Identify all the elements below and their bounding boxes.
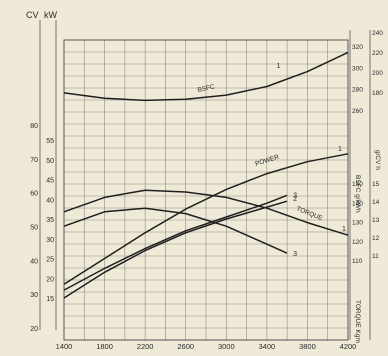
- torque-axis-title: TORQUE Kgm: [354, 300, 361, 343]
- series-marker-1: 1: [277, 63, 281, 70]
- cv-tick-label: 70: [30, 157, 38, 164]
- bsfc-axis-title: BSFC g/kWh: [354, 175, 361, 213]
- bsfc-curve-label: BSFC: [197, 83, 216, 94]
- bsfc-r-axis-title: g/CV h: [374, 150, 381, 170]
- kw-tick-label: 40: [46, 197, 54, 204]
- bsfc-g-tick-label: 260: [352, 108, 363, 115]
- torque-kgm-tick-label: 12: [372, 235, 380, 242]
- kw-tick-label: 25: [46, 257, 54, 264]
- series-marker-4: 1: [342, 226, 346, 233]
- torque-nm-tick-label: 110: [352, 258, 363, 265]
- cv-tick-label: 50: [30, 225, 38, 232]
- bsfc-g-tick-label: 280: [352, 87, 363, 94]
- torque-curve-1: [63, 189, 349, 236]
- kw-tick-label: 50: [46, 158, 54, 165]
- cv-tick-label: 80: [30, 123, 38, 130]
- power-curve-label: POWER: [254, 154, 280, 168]
- kw-tick-label: 55: [46, 138, 54, 145]
- kw-tick-label: 30: [46, 237, 54, 244]
- cv-tick-label: 60: [30, 191, 38, 198]
- chart-ticks: 20 30 40 50 60 70 80 15 20 25 30 35 40 45 50 55 260 280 30…: [30, 30, 383, 351]
- x-tick-label: 3800: [299, 342, 316, 351]
- torque-nm-tick-label: 140: [352, 200, 363, 207]
- cv-tick-label: 30: [30, 292, 38, 299]
- torque-nm-tick-label: 120: [352, 239, 363, 246]
- series-marker-3: 2: [293, 196, 297, 203]
- x-tick-label: 3400: [259, 342, 276, 351]
- power-curve-2: [63, 200, 288, 299]
- chart-grid: [39, 20, 371, 341]
- x-tick-label: 1400: [56, 342, 73, 351]
- kw-tick-label: 45: [46, 178, 54, 185]
- bsfc-r-tick-label: 180: [372, 90, 383, 97]
- plot-frame: [63, 39, 349, 341]
- chart-curves: [63, 51, 349, 299]
- torque-kgm-tick-label: 11: [372, 253, 379, 260]
- power-curve-1: [63, 153, 349, 285]
- kw-axis-title: kW: [44, 10, 58, 20]
- series-marker-2: 1: [338, 146, 342, 153]
- power-curve-3: [63, 194, 288, 291]
- x-tick-label: 2600: [177, 342, 194, 351]
- x-tick-label: 4200: [340, 342, 357, 351]
- bsfc-g-tick-label: 320: [352, 44, 363, 51]
- series-marker-6: 3: [293, 192, 297, 199]
- kw-tick-label: 35: [46, 217, 54, 224]
- cv-axis-title: CV: [26, 10, 39, 20]
- torque-kgm-tick-label: 14: [372, 199, 380, 206]
- cv-tick-label: 20: [30, 326, 38, 333]
- torque-nm-tick-label: 150: [352, 181, 363, 188]
- bsfc-r-tick-label: 200: [372, 70, 383, 77]
- x-tick-label: 1800: [96, 342, 113, 351]
- cv-tick-label: 40: [30, 258, 38, 265]
- x-tick-label: 3000: [218, 342, 235, 351]
- bsfc-r-tick-label: 220: [372, 50, 383, 57]
- series-marker-5: 3: [293, 251, 297, 258]
- x-tick-label: 2200: [137, 342, 154, 351]
- bsfc-r-tick-label: 240: [372, 30, 383, 37]
- torque-kgm-tick-label: 13: [372, 217, 380, 224]
- torque-nm-tick-label: 130: [352, 220, 363, 227]
- kw-tick-label: 15: [46, 296, 54, 303]
- bsfc-g-tick-label: 300: [352, 65, 363, 72]
- kw-tick-label: 20: [46, 276, 54, 283]
- bsfc-curve-1: [63, 51, 349, 102]
- torque-kgm-tick-label: 15: [372, 181, 380, 188]
- torque-curve-3: [63, 207, 288, 254]
